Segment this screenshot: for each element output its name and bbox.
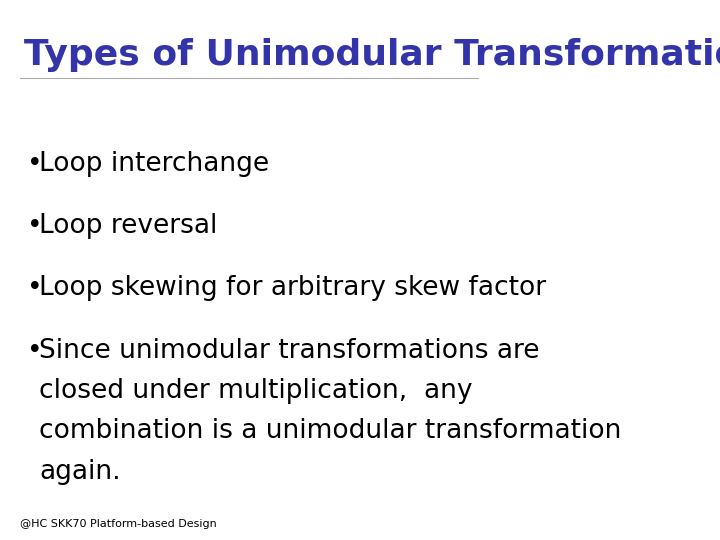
Text: again.: again. [39, 459, 121, 485]
Text: Types of Unimodular Transformations: Types of Unimodular Transformations [24, 38, 720, 72]
Text: •: • [27, 151, 42, 177]
Text: •: • [27, 275, 42, 301]
Text: Loop interchange: Loop interchange [39, 151, 269, 177]
Text: Loop reversal: Loop reversal [39, 213, 217, 239]
Text: closed under multiplication,  any: closed under multiplication, any [39, 378, 472, 404]
Text: @HC SKK70 Platform-based Design: @HC SKK70 Platform-based Design [19, 519, 216, 529]
Text: •: • [27, 213, 42, 239]
Text: combination is a unimodular transformation: combination is a unimodular transformati… [39, 418, 621, 444]
Text: Loop skewing for arbitrary skew factor: Loop skewing for arbitrary skew factor [39, 275, 546, 301]
Text: Since unimodular transformations are: Since unimodular transformations are [39, 338, 539, 363]
Text: •: • [27, 338, 42, 363]
